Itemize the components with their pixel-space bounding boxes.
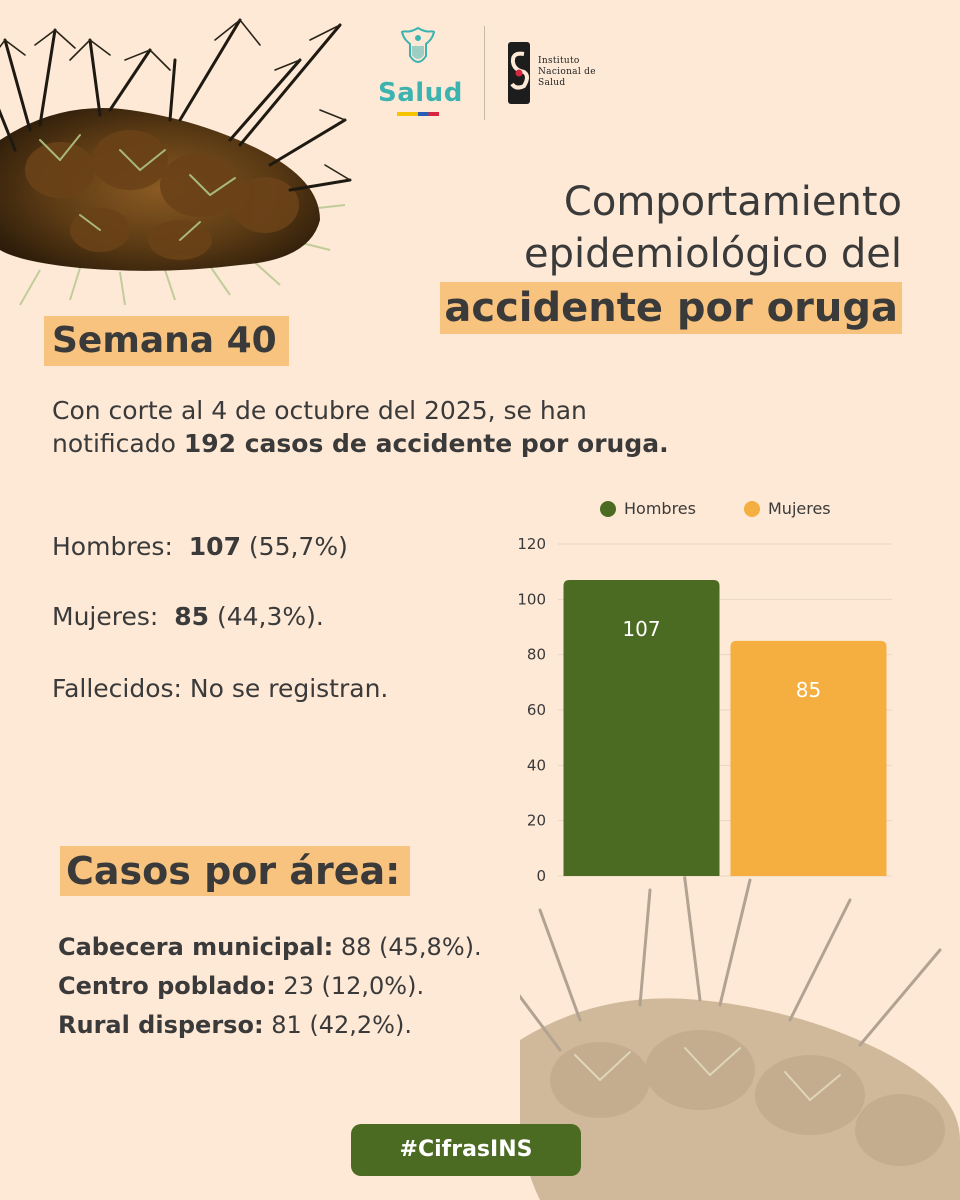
y-tick-label: 0	[536, 867, 546, 885]
area-item-label: Rural disperso:	[58, 1011, 264, 1039]
legend-label: Hombres	[624, 499, 696, 518]
ins-logo-mark-icon	[508, 42, 530, 104]
bar-hombres	[563, 579, 720, 876]
logo-divider	[484, 26, 485, 120]
data-label: 107	[622, 617, 660, 641]
area-item-value: 88 (45,8%).	[340, 933, 482, 961]
stat-women: Mujeres: 85 (44,3%).	[52, 602, 324, 631]
legend-label: Mujeres	[768, 499, 831, 518]
colombia-flag-stripe	[397, 112, 439, 116]
salud-logo-text: Salud	[378, 78, 463, 108]
legend-marker-hombres	[600, 501, 616, 517]
area-item-value: 23 (12,0%).	[283, 972, 425, 1000]
y-tick-label: 20	[527, 812, 546, 830]
intro-cases-total: 192 casos de accidente por oruga.	[183, 429, 669, 458]
y-tick-label: 80	[527, 646, 546, 664]
area-item-value: 81 (42,2%).	[271, 1011, 412, 1039]
salud-logo: Salud	[378, 26, 463, 122]
hashtag-badge[interactable]: #CifrasINS	[351, 1124, 581, 1176]
y-tick-label: 60	[527, 701, 546, 719]
stat-men-percent: (55,7%)	[248, 532, 348, 561]
bar-mujeres	[730, 640, 887, 876]
area-item-label: Centro poblado:	[58, 972, 276, 1000]
area-list: Cabecera municipal: 88 (45,8%). Centro p…	[58, 928, 482, 1045]
bar-chart-svg: 0 20 40 60 80 100 120 107 85 Hombres Mujeres	[517, 499, 892, 885]
y-tick-label: 120	[517, 535, 546, 553]
intro-line-1: Con corte al 4 de octubre del 2025, se h…	[52, 396, 587, 425]
stat-women-label: Mujeres:	[52, 602, 159, 631]
legend-marker-mujeres	[744, 501, 760, 517]
coat-of-arms-icon	[400, 26, 436, 63]
stat-men-label: Hombres:	[52, 532, 173, 561]
y-tick-label: 40	[527, 756, 546, 774]
ins-logo-text: Instituto Nacional de Salud	[538, 56, 596, 88]
area-item-rural: Rural disperso: 81 (42,2%).	[58, 1006, 482, 1045]
area-item-cabecera: Cabecera municipal: 88 (45,8%).	[58, 928, 482, 967]
cases-by-sex-chart: 0 20 40 60 80 100 120 107 85 Hombres Mujeres	[500, 490, 920, 900]
stat-women-percent: (44,3%).	[216, 602, 324, 631]
area-item-label: Cabecera municipal:	[58, 933, 334, 961]
title-highlight: accidente por oruga	[440, 282, 902, 334]
caterpillar-illustration-bottom	[520, 838, 960, 1200]
area-item-centro-poblado: Centro poblado: 23 (12,0%).	[58, 967, 482, 1006]
title-line-1: Comportamiento	[563, 179, 902, 225]
page-title: Comportamiento epidemiológico del accide…	[440, 176, 902, 334]
title-line-2: epidemiológico del	[523, 231, 902, 277]
caterpillar-illustration-top	[0, 18, 352, 306]
y-tick-label: 100	[517, 590, 546, 608]
ins-logo: Instituto Nacional de Salud	[508, 42, 658, 106]
area-section-title: Casos por área:	[60, 846, 411, 896]
stat-deaths: Fallecidos: No se registran.	[52, 674, 389, 703]
stat-men-value: 107	[188, 532, 241, 561]
stat-women-value: 85	[174, 602, 210, 631]
stat-men: Hombres: 107 (55,7%)	[52, 532, 348, 561]
intro-text: Con corte al 4 de octubre del 2025, se h…	[52, 394, 832, 460]
data-label: 85	[796, 678, 821, 702]
intro-line-2: notificado	[52, 429, 184, 458]
week-badge: Semana 40	[44, 316, 289, 366]
